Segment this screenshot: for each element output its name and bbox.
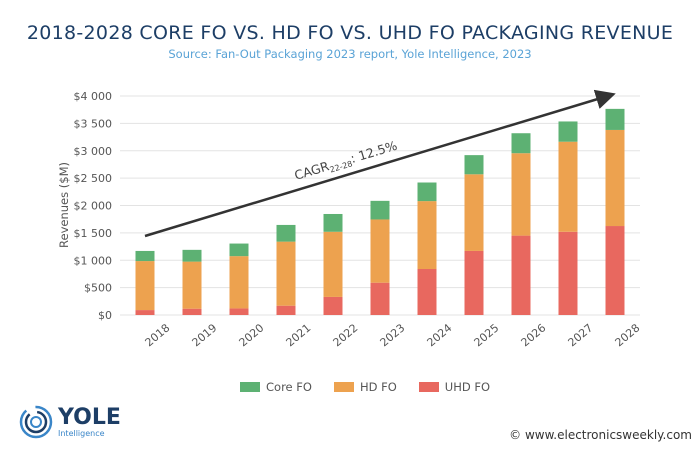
bar-core-fo-2027 <box>558 121 578 142</box>
bar-hd-fo-2025 <box>464 174 484 251</box>
bar-hd-fo-2020 <box>229 256 249 309</box>
legend-item-core-fo: Core FO <box>240 380 312 394</box>
bar-uhd-fo-2024 <box>417 269 437 315</box>
chart-subtitle: Source: Fan-Out Packaging 2023 report, Y… <box>168 47 532 61</box>
chart-title: 2018-2028 CORE FO VS. HD FO VS. UHD FO P… <box>26 22 674 44</box>
bar-uhd-fo-2026 <box>511 235 531 315</box>
legend-item-uhd-fo: UHD FO <box>418 380 490 394</box>
bar-hd-fo-2026 <box>511 153 531 236</box>
bar-core-fo-2018 <box>135 250 155 262</box>
yole-logo: YOLE Intelligence <box>18 404 121 440</box>
bar-core-fo-2019 <box>182 249 202 262</box>
y-tick-label: $2 500 <box>74 172 113 185</box>
bar-uhd-fo-2025 <box>464 250 484 315</box>
bar-uhd-fo-2022 <box>323 296 343 315</box>
y-tick-label: $0 <box>98 309 112 322</box>
x-tick-label: 2023 <box>378 321 408 349</box>
bar-hd-fo-2024 <box>417 201 437 270</box>
y-tick-label: $2 000 <box>74 200 113 213</box>
bar-hd-fo-2021 <box>276 241 296 306</box>
bar-uhd-fo-2019 <box>182 308 202 315</box>
credit-watermark: © www.electronicsweekly.com <box>509 428 692 442</box>
bar-hd-fo-2019 <box>182 261 202 309</box>
x-tick-label: 2020 <box>237 321 267 349</box>
legend-item-hd-fo: HD FO <box>333 380 397 394</box>
bar-uhd-fo-2023 <box>370 282 390 315</box>
bar-core-fo-2026 <box>511 133 531 154</box>
bar-core-fo-2023 <box>370 200 390 220</box>
cagr-arrow <box>144 89 616 238</box>
x-tick-label: 2027 <box>566 321 596 349</box>
bar-hd-fo-2023 <box>370 219 390 283</box>
bar-uhd-fo-2027 <box>558 231 578 315</box>
bar-core-fo-2024 <box>417 182 437 202</box>
x-tick-label: 2028 <box>613 321 643 349</box>
x-tick-label: 2025 <box>472 321 502 349</box>
bar-hd-fo-2027 <box>558 141 578 232</box>
y-axis-label: Revenues ($M) <box>57 162 71 248</box>
y-tick-label: $3 500 <box>74 117 113 130</box>
bar-uhd-fo-2028 <box>605 226 625 315</box>
bar-core-fo-2028 <box>605 108 625 130</box>
y-tick-label: $3 000 <box>74 145 113 158</box>
bar-core-fo-2025 <box>464 155 484 175</box>
x-tick-label: 2024 <box>425 321 455 349</box>
yole-swirl-icon <box>19 405 53 439</box>
bar-hd-fo-2028 <box>605 129 625 227</box>
bar-hd-fo-2018 <box>135 261 155 311</box>
bar-uhd-fo-2021 <box>276 305 296 315</box>
bar-uhd-fo-2020 <box>229 308 249 315</box>
x-tick-label: 2021 <box>284 321 314 349</box>
y-tick-label: $500 <box>84 282 112 295</box>
y-tick-label: $1 500 <box>74 227 113 240</box>
bar-core-fo-2022 <box>323 213 343 232</box>
bar-hd-fo-2022 <box>323 231 343 297</box>
y-tick-label: $4 000 <box>74 90 113 103</box>
x-tick-label: 2019 <box>190 321 220 349</box>
bar-core-fo-2020 <box>229 243 249 257</box>
x-tick-label: 2022 <box>331 321 361 349</box>
bar-core-fo-2021 <box>276 224 296 242</box>
x-tick-label: 2018 <box>143 321 173 349</box>
bar-uhd-fo-2018 <box>135 310 155 315</box>
legend: Core FO HD FO UHD FO <box>240 380 490 394</box>
x-tick-label: 2026 <box>519 321 549 349</box>
y-tick-label: $1 000 <box>74 254 113 267</box>
